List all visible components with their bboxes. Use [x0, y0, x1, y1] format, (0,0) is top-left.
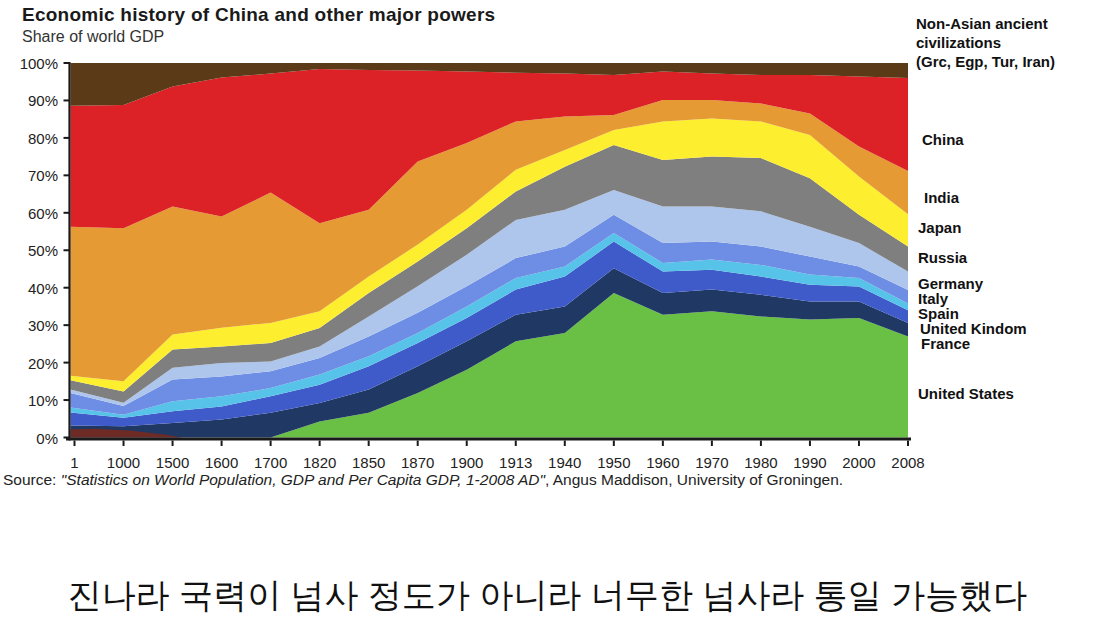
page: Economic history of China and other majo…	[0, 0, 1095, 627]
y-tick-label: 20%	[6, 355, 58, 372]
legend-label-france: France	[921, 334, 970, 353]
y-tick-label: 30%	[6, 317, 58, 334]
source-title: "Statistics on World Population, GDP and…	[61, 471, 545, 488]
x-tick-label: 1	[70, 454, 78, 471]
y-tick-label: 60%	[6, 205, 58, 222]
x-tick-label: 1950	[597, 454, 630, 471]
y-tick-label: 100%	[6, 55, 58, 72]
x-tick-label: 1500	[156, 454, 189, 471]
x-tick-label: 1000	[107, 454, 140, 471]
legend-label-united-states: United States	[918, 384, 1014, 403]
x-tick-label: 1900	[450, 454, 483, 471]
x-tick-label: 1980	[744, 454, 777, 471]
x-tick-label: 1870	[401, 454, 434, 471]
source-suffix: , Angus Maddison, University of Groninge…	[545, 471, 843, 488]
y-tick-label: 40%	[6, 280, 58, 297]
x-tick-label: 1990	[793, 454, 826, 471]
x-tick-label: 2000	[842, 454, 875, 471]
y-tick-label: 0%	[6, 430, 58, 447]
y-tick-label: 80%	[6, 130, 58, 147]
x-tick-label: 1913	[499, 454, 532, 471]
source-citation: Source: "Statistics on World Population,…	[3, 471, 843, 489]
legend-label-japan: Japan	[918, 218, 961, 237]
y-tick-label: 50%	[6, 242, 58, 259]
x-tick-label: 1600	[205, 454, 238, 471]
caption-korean: 진나라 국력이 넘사 정도가 아니라 너무한 넘사라 통일 가능했다	[0, 573, 1095, 619]
x-tick-label: 1940	[548, 454, 581, 471]
legend-label-india: India	[924, 188, 959, 207]
legend-label-china: China	[922, 130, 964, 149]
y-tick-label: 90%	[6, 92, 58, 109]
x-tick-label: 2008	[891, 454, 924, 471]
y-tick-label: 70%	[6, 167, 58, 184]
x-tick-label: 1970	[695, 454, 728, 471]
legend-label-ancient: Non-Asian ancient civilizations (Grc, Eg…	[916, 14, 1095, 71]
x-tick-label: 1850	[352, 454, 385, 471]
legend-label-russia: Russia	[918, 248, 967, 267]
x-tick-label: 1700	[254, 454, 287, 471]
x-tick-label: 1960	[646, 454, 679, 471]
x-tick-label: 1820	[303, 454, 336, 471]
y-tick-label: 10%	[6, 392, 58, 409]
source-prefix: Source:	[3, 471, 61, 488]
